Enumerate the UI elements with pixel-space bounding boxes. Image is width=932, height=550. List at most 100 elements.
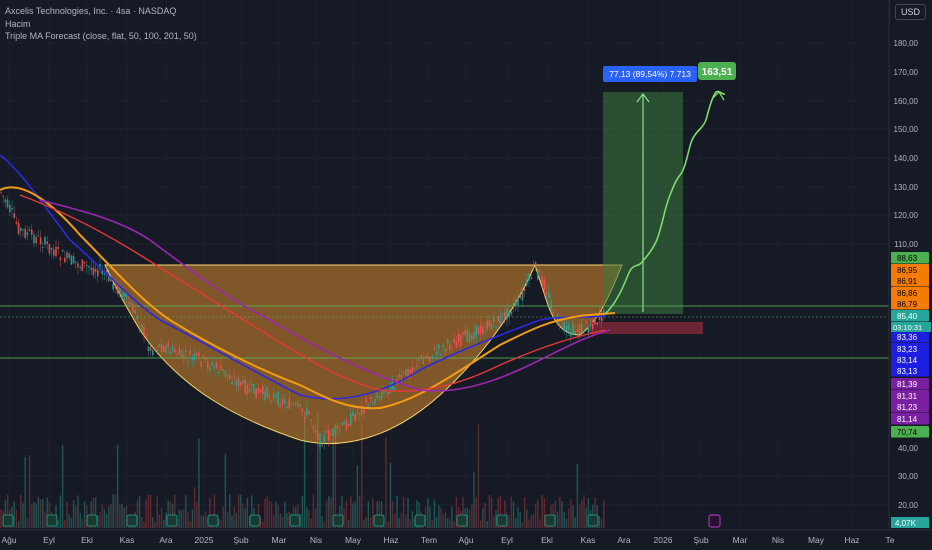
price-tag (891, 287, 929, 299)
volume-bar (473, 471, 475, 528)
candle-body (457, 333, 460, 342)
candle-body (193, 353, 196, 360)
candle-body (438, 344, 440, 350)
candle-body (242, 379, 244, 384)
price-tag-label: 86,86 (897, 289, 918, 298)
volume-bar (114, 494, 117, 528)
candle-body (257, 388, 260, 394)
volume-bar (178, 509, 180, 528)
volume-bar (101, 505, 103, 528)
candle-body (204, 357, 207, 361)
volume-bar (396, 495, 398, 528)
volume-bar (143, 521, 145, 528)
volume-bar (167, 500, 169, 528)
candle-body (330, 434, 332, 436)
candle-body (347, 423, 350, 427)
volume-bar (504, 500, 506, 528)
price-tick-label: 140,00 (894, 154, 919, 163)
symbol-title[interactable]: Axcelis Technologies, Inc. · 4sa · NASDA… (5, 6, 177, 16)
volume-bar (33, 501, 35, 528)
candle-body (57, 246, 59, 249)
volume-bar (416, 500, 418, 528)
candle-body (127, 302, 130, 304)
time-label: Eki (541, 535, 553, 545)
volume-bar (15, 509, 18, 528)
target-label-text: 163,51 (702, 67, 733, 78)
volume-bar (218, 518, 220, 528)
candle-body (363, 409, 365, 414)
price-tick-label: 160,00 (894, 97, 919, 106)
volume-bar (400, 512, 403, 528)
measure-label[interactable]: 77,13 (89,54%) 7.713 (603, 66, 697, 82)
indicator-label[interactable]: Triple MA Forecast (close, flat, 50, 100… (5, 31, 197, 41)
candle-body (174, 348, 176, 353)
volume-bar (361, 423, 363, 528)
candle-body (48, 243, 51, 254)
candle-body (248, 388, 251, 392)
price-tag-label: 86,91 (897, 277, 918, 286)
ma-blue (0, 154, 606, 400)
price-tick-label: 170,00 (894, 68, 919, 77)
volume-bar (310, 518, 312, 528)
candle-body (385, 389, 387, 391)
time-label: Şub (233, 535, 248, 545)
candle-body (141, 324, 143, 330)
target-label[interactable]: 163,51 (698, 62, 736, 80)
volume-bar (119, 504, 121, 528)
candle-body (545, 292, 548, 295)
candle-body (424, 356, 427, 358)
candle-body (407, 368, 409, 379)
volume-bar (174, 494, 176, 528)
candle-body (209, 367, 211, 371)
volume-bar (226, 511, 229, 528)
currency-button[interactable]: USD (894, 4, 926, 20)
candle-body (88, 266, 90, 268)
volume-bar (517, 506, 519, 528)
price-tick-label: 30,00 (898, 472, 919, 481)
candle-body (354, 413, 356, 421)
volume-bar (328, 496, 330, 528)
candle-body (336, 425, 339, 429)
volume-bar (97, 515, 99, 528)
candle-body (440, 354, 442, 356)
candle-body (528, 273, 530, 281)
candle-body (246, 384, 249, 395)
volume-bar (136, 500, 139, 528)
ma100-line (19, 194, 606, 392)
candle-body (83, 261, 86, 264)
volume-label[interactable]: Hacim (5, 19, 31, 29)
volume-bar (116, 444, 119, 528)
candle-body (270, 401, 273, 403)
candle-body (521, 290, 524, 301)
volume-bar (435, 517, 438, 528)
volume-bar (554, 500, 557, 528)
volume-bar (246, 497, 249, 528)
pattern-zones (104, 92, 703, 445)
candle-body (66, 252, 68, 259)
volume-bar (521, 521, 524, 528)
volume-bar (490, 496, 493, 528)
price-tick-label: 40,00 (898, 444, 919, 453)
volume-bar (237, 494, 240, 528)
volume-bar (22, 503, 24, 528)
candle-body (53, 249, 55, 256)
volume-bar (559, 496, 561, 528)
candle-body (116, 284, 119, 294)
volume-bar (389, 462, 392, 528)
volume-bar (59, 495, 62, 528)
candle-body (473, 331, 475, 340)
candle-body (358, 413, 361, 415)
volume-bar (385, 437, 387, 528)
candle-body (367, 404, 370, 409)
candle-body (143, 326, 145, 336)
candle-body (462, 332, 464, 335)
candle-body (292, 403, 295, 405)
volume-bar (149, 494, 152, 528)
volume-bar (405, 514, 407, 528)
earnings-marker (332, 514, 344, 527)
candle-body (332, 428, 334, 437)
volume-bar (70, 517, 73, 528)
candle-body (572, 323, 574, 335)
candle-body (262, 386, 264, 395)
